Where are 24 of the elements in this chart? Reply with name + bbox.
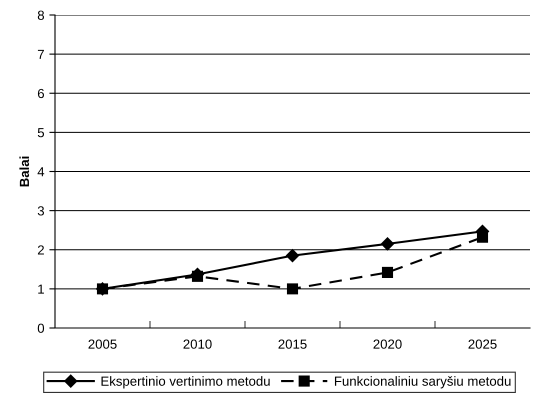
point: [476, 232, 488, 243]
legend-label: Ekspertinio vertinimo metodu: [102, 376, 270, 388]
y-tick-label: 6: [38, 88, 44, 98]
y-tick-label: 4: [38, 167, 44, 176]
point: [286, 283, 298, 294]
point: [96, 283, 108, 294]
y-tick-label: 7: [38, 50, 44, 59]
y-tick-label: 1: [38, 284, 44, 294]
x-tick-label: 2025: [468, 339, 497, 349]
point: [286, 249, 300, 262]
point: [192, 270, 204, 282]
y-tick-label: 5: [38, 128, 44, 138]
y-tick-label: 3: [38, 206, 44, 216]
x-tick-label: 2005: [88, 339, 117, 349]
y-tick-label: 8: [38, 10, 44, 20]
point: [382, 266, 394, 278]
x-tick-label: 2010: [183, 339, 212, 349]
y-tick-label: 0: [38, 324, 44, 333]
point: [380, 237, 394, 250]
y-axis-title: Balai: [19, 156, 30, 186]
x-tick-label: 2015: [278, 339, 307, 349]
x-tick-label: 2020: [373, 339, 402, 349]
y-tick-label: 2: [38, 245, 44, 255]
legend-label: Funkcionaliniu saryšiu metodu: [334, 376, 510, 388]
